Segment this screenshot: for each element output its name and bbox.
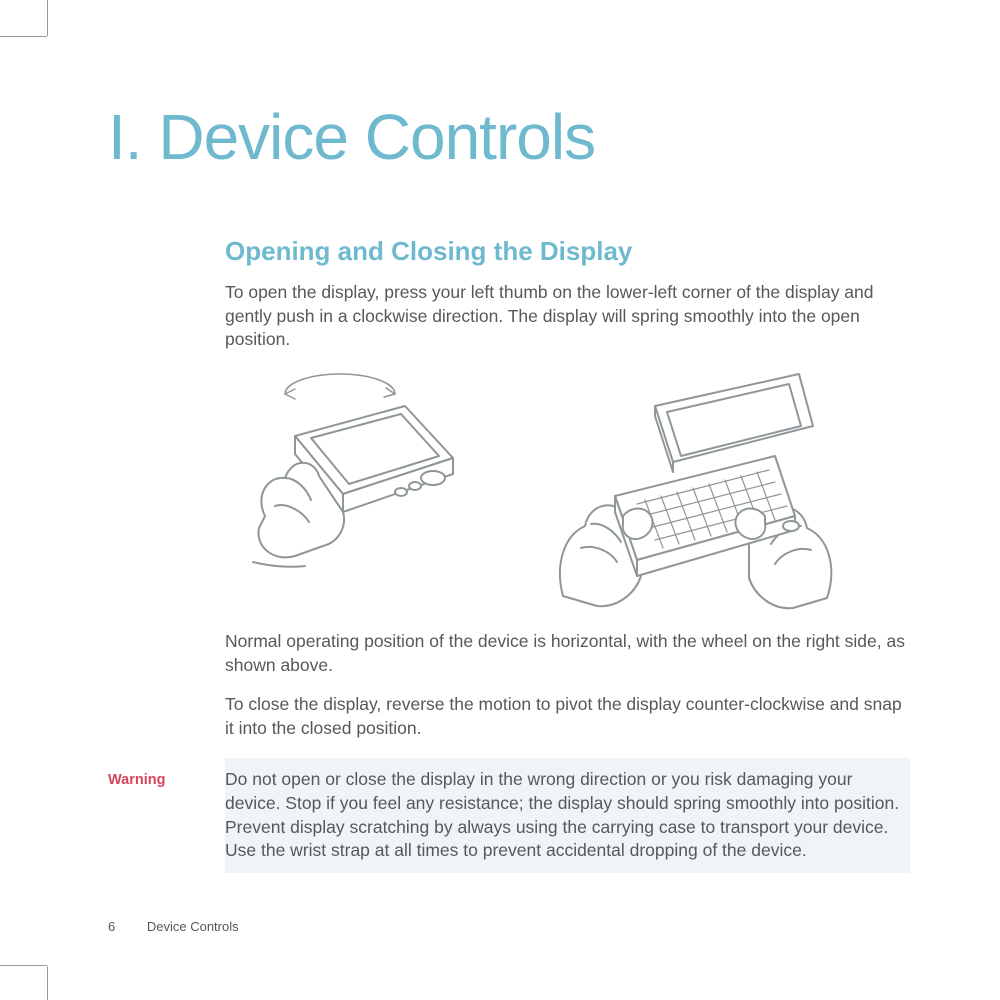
body-paragraph: Normal operating position of the device … (225, 630, 910, 677)
illustration-device-closed (225, 366, 485, 596)
illustration-row (225, 366, 910, 616)
running-head: Device Controls (147, 919, 239, 934)
warning-text: Do not open or close the display in the … (225, 758, 910, 873)
crop-mark (47, 0, 48, 36)
warning-label: Warning (108, 758, 225, 873)
crop-mark (47, 966, 48, 1000)
illustration-device-open (545, 366, 845, 616)
crop-mark (0, 965, 47, 966)
page-number: 6 (108, 919, 115, 934)
body-paragraph: To close the display, reverse the motion… (225, 693, 910, 740)
page-footer: 6 Device Controls (108, 919, 239, 934)
crop-mark (0, 36, 47, 37)
chapter-title: I. Device Controls (108, 100, 910, 174)
body-paragraph: To open the display, press your left thu… (225, 281, 910, 352)
section-title: Opening and Closing the Display (225, 236, 910, 267)
